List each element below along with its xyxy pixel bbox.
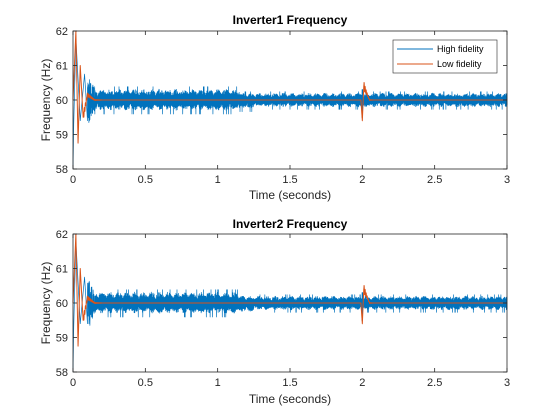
x-tick-label: 3 <box>504 174 510 186</box>
y-tick-label: 62 <box>56 26 68 38</box>
x-tick-label: 0.5 <box>138 174 153 186</box>
y-tick-label: 59 <box>56 333 68 345</box>
series-line-high-fidelity <box>72 240 508 373</box>
legend-label-low-fidelity: Low fidelity <box>437 59 482 69</box>
series-line-low-fidelity <box>72 30 508 144</box>
y-tick-label: 60 <box>56 95 68 107</box>
x-tick-label: 2 <box>359 377 365 389</box>
axes-box <box>72 233 508 373</box>
y-tick-label: 58 <box>56 367 68 379</box>
plot-lines <box>72 30 508 170</box>
series-line-high-fidelity <box>72 37 508 170</box>
y-tick-label: 61 <box>56 264 68 276</box>
y-tick-label: 62 <box>56 229 68 241</box>
y-tick-label: 58 <box>56 164 68 176</box>
x-tick-label: 1.5 <box>282 174 297 186</box>
x-tick-label: 2 <box>359 174 365 186</box>
chart-title: Inverter2 Frequency <box>233 217 348 231</box>
plot-lines <box>72 233 508 373</box>
legend-label-high-fidelity: High fidelity <box>437 44 484 54</box>
y-tick-label: 59 <box>56 130 68 142</box>
x-tick-label: 1 <box>215 174 221 186</box>
subplot-inverter1: 0 0.5 1 1.5 2 2.5 3 58 59 60 61 62 Inverter1 Frequ… <box>39 13 510 202</box>
legend: High fidelity Low fidelity <box>392 39 498 74</box>
subplot-inverter2: 0 0.5 1 1.5 2 2.5 3 58 59 60 61 62 Inverter2 Frequ… <box>39 217 510 406</box>
y-tick-label: 61 <box>56 61 68 73</box>
series-line-low-fidelity <box>72 233 508 347</box>
axes-box <box>72 30 508 170</box>
chart-title: Inverter1 Frequency <box>233 13 348 27</box>
x-ticks: 0 0.5 1 1.5 2 2.5 3 <box>70 31 510 186</box>
y-ticks: 58 59 60 61 62 <box>56 229 507 379</box>
x-axis-label: Time (seconds) <box>249 392 331 406</box>
y-tick-label: 60 <box>56 298 68 310</box>
x-tick-label: 2.5 <box>427 377 442 389</box>
y-axis-label: Frequency (Hz) <box>39 262 53 345</box>
x-tick-label: 0 <box>70 377 76 389</box>
x-tick-label: 2.5 <box>427 174 442 186</box>
x-tick-label: 0.5 <box>138 377 153 389</box>
x-tick-label: 3 <box>504 377 510 389</box>
legend-box <box>392 39 498 74</box>
x-tick-label: 1 <box>215 377 221 389</box>
x-tick-label: 0 <box>70 174 76 186</box>
y-ticks: 58 59 60 61 62 <box>56 26 507 176</box>
y-axis-label: Frequency (Hz) <box>39 59 53 142</box>
x-tick-label: 1.5 <box>282 377 297 389</box>
x-axis-label: Time (seconds) <box>249 188 331 202</box>
